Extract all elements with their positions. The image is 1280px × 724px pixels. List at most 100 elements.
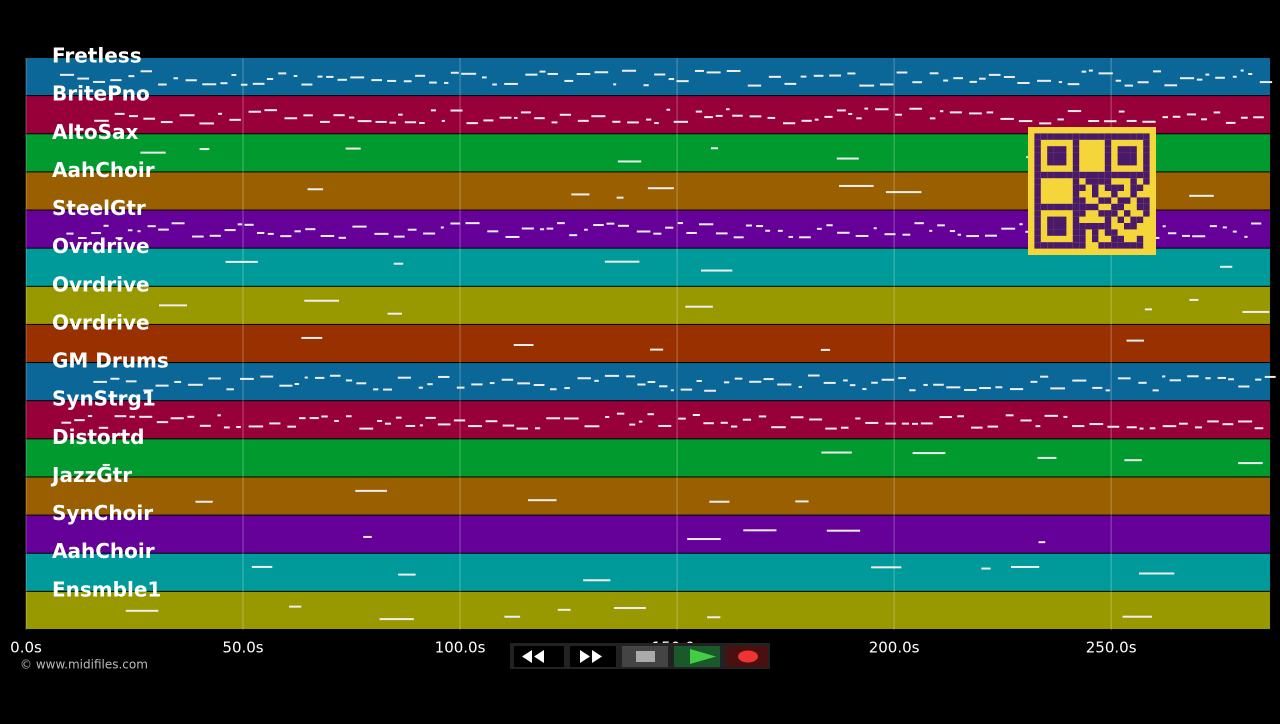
copyright: © www.midifiles.com [20,658,148,672]
note [128,75,135,78]
note [559,113,572,116]
note [1124,84,1134,87]
note [373,388,379,391]
qr-cell [1047,152,1054,159]
note [1044,414,1059,417]
qr-cell [1060,159,1067,166]
note [87,415,93,418]
rewind-button[interactable] [514,646,564,667]
qr-cell [1066,133,1073,140]
qr-cell [1072,203,1080,211]
qr-cell [1143,171,1150,179]
note [594,71,609,74]
note [1164,84,1178,87]
qr-cell [1034,171,1041,179]
qr-cell [1053,146,1060,153]
qr-cell [1136,171,1144,179]
note [1005,414,1014,417]
note [407,228,417,231]
note [909,389,916,392]
note [969,112,982,115]
note [173,77,179,80]
forward-button[interactable] [570,646,616,667]
note [706,71,721,74]
note [871,381,878,384]
qr-cell [1047,203,1054,211]
note [1039,122,1052,125]
qr-cell [1079,223,1086,230]
note [260,375,274,378]
qr-cell [1053,159,1060,166]
note [709,500,730,503]
note [730,425,738,428]
qr-cell [1034,216,1041,223]
note [229,118,241,121]
qr-cell [1143,203,1150,211]
qr-cell [1111,229,1118,236]
note [301,336,323,339]
qr-cell [1060,146,1067,153]
note [1180,77,1195,80]
note [383,388,392,391]
note [94,119,109,122]
note [304,376,308,379]
note [949,230,956,233]
note [461,72,477,75]
note [929,72,939,75]
note [617,224,629,227]
note [616,196,624,199]
note [403,80,412,83]
qr-cell [1098,171,1105,179]
qr-cell [1047,229,1054,236]
qr-cell [1104,216,1112,223]
stop-button[interactable] [622,646,668,667]
qr-cell [1143,197,1150,204]
note [1126,339,1145,342]
note [387,312,402,315]
qr-cell [1143,133,1150,140]
note [593,224,604,227]
qr-cell [1104,184,1112,191]
note [520,111,531,114]
qr-cell [1143,159,1150,166]
play-button[interactable] [674,646,720,667]
note [939,416,952,419]
note [898,377,907,380]
note [395,416,402,419]
qr-cell [1111,242,1118,249]
qr-cell [1130,184,1137,191]
note [763,378,774,381]
qr-cell [1072,184,1080,191]
note [1072,425,1085,428]
note [723,381,730,384]
track-row [26,515,1270,553]
note [821,451,852,454]
note [66,232,74,235]
note [240,83,248,86]
qr-cell [1085,178,1092,185]
note [678,417,686,420]
note [525,73,538,76]
note [264,109,278,112]
note [489,382,495,385]
note [1126,119,1137,122]
note [1192,235,1206,238]
qr-cell [1047,216,1054,223]
note [1244,235,1248,238]
qr-cell [1104,229,1112,236]
note [315,376,325,379]
note [765,229,771,232]
qr-cell [1124,133,1131,140]
qr-cell [1117,146,1124,153]
qr-cell [1098,242,1105,249]
qr-cell [1136,242,1144,249]
qr-cell [1111,235,1118,243]
note [726,70,741,73]
record-button[interactable] [726,646,768,667]
note [504,82,518,85]
note [345,379,353,382]
note [248,425,264,428]
track-label: AahChoir [52,158,155,182]
qr-cell [1124,210,1131,217]
qr-cell [1143,210,1150,217]
